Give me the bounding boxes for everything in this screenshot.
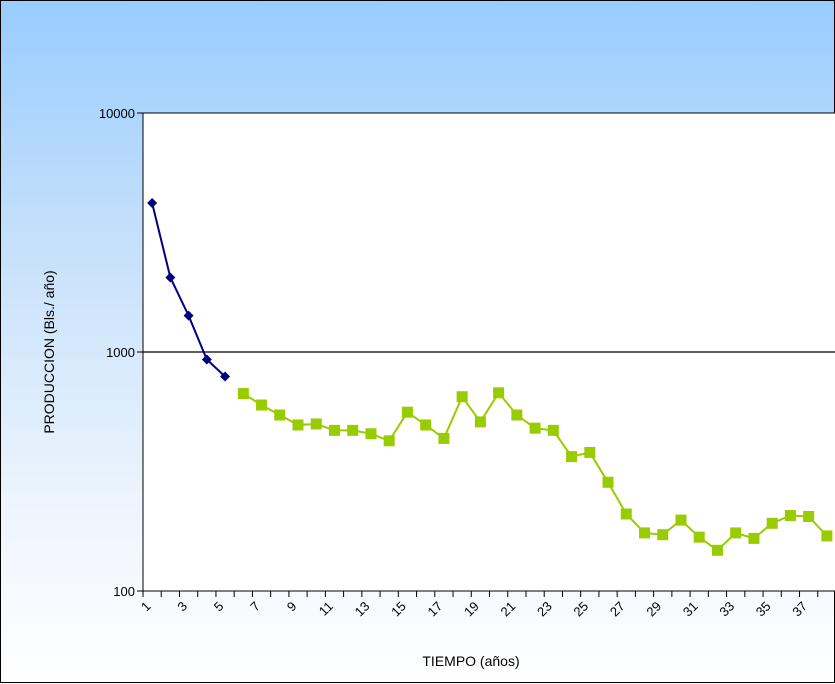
data-point xyxy=(147,198,158,209)
x-tick-label: 5 xyxy=(211,599,227,615)
data-point xyxy=(547,424,559,436)
data-point xyxy=(639,527,651,539)
x-axis-title: TIEMPO (años) xyxy=(422,653,519,669)
x-tick-label: 17 xyxy=(425,599,446,620)
y-tick-label: 100 xyxy=(113,584,135,599)
data-point xyxy=(365,428,377,440)
x-tick-label: 7 xyxy=(247,599,263,615)
data-point xyxy=(620,508,632,520)
data-point xyxy=(711,544,723,556)
x-tick-label: 37 xyxy=(789,599,810,620)
data-point xyxy=(803,510,815,522)
data-point xyxy=(657,529,669,541)
x-tick-label: 19 xyxy=(461,599,482,620)
data-point xyxy=(237,388,249,400)
data-point xyxy=(310,418,322,430)
data-point xyxy=(493,387,505,399)
x-tick-label: 27 xyxy=(607,599,628,620)
x-tick-label: 35 xyxy=(753,599,774,620)
data-point xyxy=(347,424,359,436)
data-point xyxy=(401,406,413,418)
data-point xyxy=(438,432,450,444)
data-point xyxy=(511,409,523,421)
x-tick-label: 11 xyxy=(316,599,336,619)
data-point xyxy=(675,514,687,526)
data-point xyxy=(474,416,486,428)
x-tick-label: 15 xyxy=(388,599,409,620)
x-tick-label: 25 xyxy=(570,599,591,620)
x-tick-label: 21 xyxy=(498,599,519,620)
data-point xyxy=(784,509,796,521)
data-point xyxy=(274,409,286,421)
x-tick-label: 3 xyxy=(174,599,190,615)
data-point xyxy=(730,527,742,539)
x-tick-label: 1 xyxy=(138,599,154,615)
x-tick-label: 29 xyxy=(643,599,664,620)
y-tick-label: 10000 xyxy=(99,106,135,121)
x-tick-label: 13 xyxy=(352,599,373,620)
data-point xyxy=(183,310,194,321)
data-point xyxy=(529,422,541,434)
data-point xyxy=(220,371,231,382)
data-point xyxy=(602,476,614,488)
data-point xyxy=(256,399,268,411)
data-point xyxy=(420,419,432,431)
data-point xyxy=(584,446,596,458)
data-point xyxy=(201,354,212,365)
data-point xyxy=(328,424,340,436)
x-tick-label: 31 xyxy=(680,599,701,620)
data-point xyxy=(165,272,176,283)
data-point xyxy=(766,517,778,529)
data-point xyxy=(292,419,304,431)
series-layer xyxy=(147,198,833,556)
data-point xyxy=(383,435,395,447)
data-point xyxy=(693,531,705,543)
data-point xyxy=(456,391,468,403)
x-tick-label: 9 xyxy=(284,599,300,615)
y-tick-label: 1000 xyxy=(106,345,135,360)
x-tick-label: 23 xyxy=(534,599,555,620)
data-point xyxy=(821,530,833,542)
data-point xyxy=(748,532,760,544)
data-point xyxy=(566,451,578,463)
x-tick-label: 33 xyxy=(716,599,737,620)
y-axis-title: PRODUCCION (Bls./ año) xyxy=(41,270,57,433)
